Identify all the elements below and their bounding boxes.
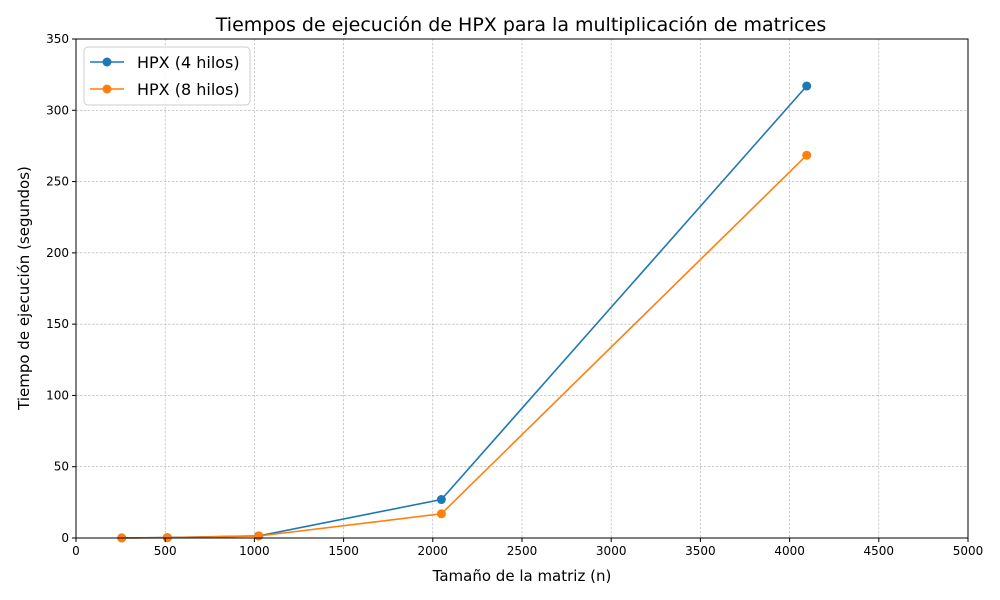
x-tick-label: 4000 — [774, 544, 805, 558]
y-tick-label: 300 — [46, 103, 69, 117]
x-tick-label: 1500 — [328, 544, 359, 558]
y-tick-label: 350 — [46, 32, 69, 46]
y-tick-label: 100 — [46, 388, 69, 402]
x-tick-label: 1000 — [239, 544, 270, 558]
data-point — [436, 495, 446, 505]
chart-title: Tiempos de ejecución de HPX para la mult… — [215, 14, 826, 36]
y-tick-label: 150 — [46, 317, 69, 331]
legend-swatch-marker — [102, 84, 112, 94]
data-point — [436, 509, 446, 519]
y-axis: 0 50 100 150 200 250 300 350 — [46, 32, 76, 545]
x-axis-label: Tamaño de la matriz (n) — [432, 567, 612, 585]
y-tick-label: 50 — [54, 460, 69, 474]
x-tick-label: 4500 — [864, 544, 895, 558]
series-line-1 — [121, 85, 808, 539]
y-axis-label: Tiempo de ejecución (segundos) — [15, 166, 33, 411]
x-tick-label: 2500 — [507, 544, 538, 558]
data-point — [254, 531, 264, 541]
legend-swatch-marker — [102, 57, 112, 67]
legend-label: HPX (8 hilos) — [137, 80, 240, 99]
data-point — [802, 150, 812, 160]
grid — [75, 38, 969, 539]
x-tick-label: 0 — [72, 544, 80, 558]
y-tick-label: 250 — [46, 175, 69, 189]
series-lines — [117, 81, 812, 543]
x-tick-label: 5000 — [953, 544, 984, 558]
legend-box — [83, 46, 251, 106]
x-tick-label: 2000 — [418, 544, 449, 558]
legend-label: HPX (4 hilos) — [137, 53, 240, 72]
x-tick-label: 3000 — [596, 544, 627, 558]
x-tick-label: 500 — [154, 544, 177, 558]
x-axis: 0 500 1000 1500 2000 2500 3000 3500 4000 4500 5000 — [72, 538, 983, 558]
y-tick-label: 200 — [46, 246, 69, 260]
y-tick-label: 0 — [61, 531, 69, 545]
data-point — [802, 81, 812, 91]
series-line-2 — [121, 154, 808, 539]
legend: HPX (4 hilos) HPX (8 hilos) — [83, 46, 251, 106]
x-tick-label: 3500 — [685, 544, 716, 558]
